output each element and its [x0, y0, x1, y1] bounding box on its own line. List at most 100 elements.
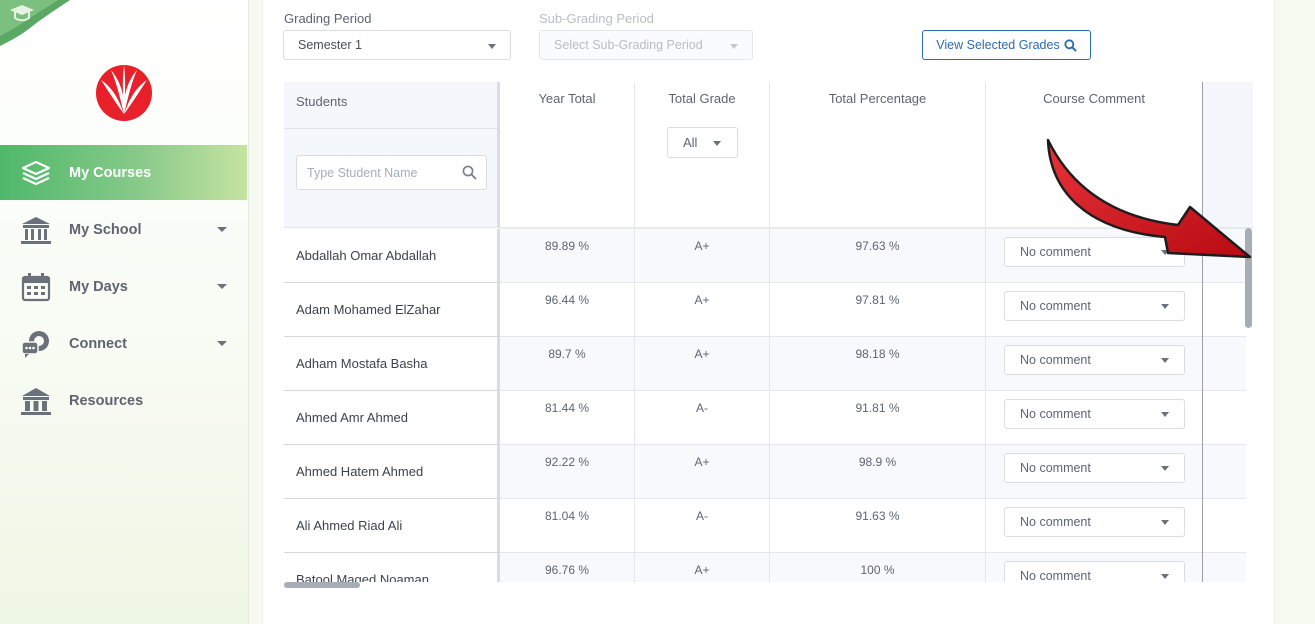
- sidebar-item-my-school[interactable]: My School: [0, 202, 247, 257]
- total-percentage-cell: 91.81 %: [770, 391, 986, 445]
- sub-grading-period-placeholder: Select Sub-Grading Period: [554, 38, 703, 52]
- divider: [284, 128, 497, 129]
- comment-value: No comment: [1020, 299, 1091, 313]
- header-filler: [1202, 82, 1253, 228]
- chevron-down-icon: [1161, 466, 1169, 471]
- vertical-scrollbar-thumb[interactable]: [1245, 228, 1252, 328]
- comment-value: No comment: [1020, 407, 1091, 421]
- table-row: Ahmed Amr Ahmed 81.44 % A- 91.81 % No co…: [284, 391, 1246, 445]
- chevron-down-icon: [1161, 304, 1169, 309]
- sidebar-nav: My Courses My School: [0, 145, 247, 430]
- student-name[interactable]: Abdallah Omar Abdallah: [284, 229, 500, 283]
- sub-grading-period-select[interactable]: Select Sub-Grading Period: [539, 30, 753, 60]
- course-comment-column-header: Course Comment: [1043, 91, 1145, 106]
- chevron-down-icon: [1161, 574, 1169, 579]
- total-grade-cell: A+: [635, 337, 770, 391]
- course-comment-select[interactable]: No comment: [1004, 561, 1185, 582]
- year-total-cell: 96.76 %: [500, 553, 635, 582]
- sidebar-item-resources[interactable]: Resources: [0, 373, 247, 428]
- view-selected-grades-label: View Selected Grades: [936, 38, 1060, 52]
- student-search-input[interactable]: [297, 156, 452, 189]
- student-name[interactable]: Ahmed Amr Ahmed: [284, 391, 500, 445]
- student-name[interactable]: Batool Maged Noaman: [284, 553, 500, 582]
- divider: [500, 227, 1253, 229]
- sidebar-item-my-days[interactable]: My Days: [0, 259, 247, 314]
- grades-table: Students Year Total Total Grade Total Pe…: [284, 82, 1253, 582]
- chevron-down-icon: [713, 141, 721, 146]
- year-total-cell: 96.44 %: [500, 283, 635, 337]
- course-comment-select[interactable]: No comment: [1004, 237, 1185, 267]
- course-comment-select[interactable]: No comment: [1004, 507, 1185, 537]
- year-total-cell: 89.89 %: [500, 229, 635, 283]
- year-total-cell: 81.44 %: [500, 391, 635, 445]
- comment-value: No comment: [1020, 245, 1091, 259]
- total-percentage-cell: 98.9 %: [770, 445, 986, 499]
- calendar-icon: [20, 271, 52, 303]
- chevron-down-icon: [488, 44, 496, 49]
- course-comment-select[interactable]: No comment: [1004, 345, 1185, 375]
- horizontal-scrollbar-thumb[interactable]: [284, 582, 360, 588]
- total-grade-cell: A-: [635, 499, 770, 553]
- total-percentage-cell: 97.63 %: [770, 229, 986, 283]
- course-comment-select[interactable]: No comment: [1004, 453, 1185, 483]
- chevron-down-icon: [217, 341, 227, 346]
- table-row: Ahmed Hatem Ahmed 92.22 % A+ 98.9 % No c…: [284, 445, 1246, 499]
- chat-bubbles-icon: [20, 328, 52, 360]
- student-name[interactable]: Adam Mohamed ElZahar: [284, 283, 500, 337]
- total-percentage-cell: 100 %: [770, 553, 986, 582]
- search-icon: [1064, 38, 1077, 52]
- total-grade-filter-select[interactable]: All: [667, 127, 738, 158]
- chevron-down-icon: [1161, 520, 1169, 525]
- student-name[interactable]: Ali Ahmed Riad Ali: [284, 499, 500, 553]
- course-comment-select[interactable]: No comment: [1004, 291, 1185, 321]
- library-building-icon: [20, 385, 52, 417]
- sidebar-item-label: My School: [69, 221, 142, 238]
- students-header-cell: Students: [284, 82, 500, 228]
- total-grade-cell: A+: [635, 229, 770, 283]
- view-selected-grades-button[interactable]: View Selected Grades: [922, 30, 1091, 60]
- chevron-down-icon: [1161, 358, 1169, 363]
- books-stack-icon: [20, 157, 52, 189]
- chevron-down-icon: [730, 44, 738, 49]
- chevron-down-icon: [1161, 250, 1169, 255]
- graduation-cap-ribbon-icon: [0, 0, 70, 46]
- total-percentage-column-header: Total Percentage: [770, 82, 986, 228]
- total-grade-cell: A+: [635, 283, 770, 337]
- grading-period-select[interactable]: Semester 1: [283, 30, 511, 60]
- year-total-cell: 92.22 %: [500, 445, 635, 499]
- school-building-icon: [20, 214, 52, 246]
- students-column-header: Students: [296, 94, 348, 109]
- course-comment-select[interactable]: No comment: [1004, 399, 1185, 429]
- sidebar-item-label: My Days: [69, 278, 128, 295]
- comment-value: No comment: [1020, 569, 1091, 582]
- comment-value: No comment: [1020, 515, 1091, 529]
- student-name[interactable]: Ahmed Hatem Ahmed: [284, 445, 500, 499]
- year-total-cell: 81.04 %: [500, 499, 635, 553]
- year-total-cell: 89.7 %: [500, 337, 635, 391]
- school-logo: [96, 65, 152, 121]
- sidebar-item-my-courses[interactable]: My Courses: [0, 145, 247, 200]
- sidebar-item-label: Connect: [69, 335, 127, 352]
- student-search-box: [296, 155, 487, 190]
- student-name[interactable]: Adham Mostafa Basha: [284, 337, 500, 391]
- total-grade-cell: A-: [635, 391, 770, 445]
- total-percentage-cell: 97.81 %: [770, 283, 986, 337]
- chevron-down-icon: [217, 284, 227, 289]
- sub-grading-period-label: Sub-Grading Period: [539, 11, 654, 26]
- table-row: Batool Maged Noaman 96.76 % A+ 100 % No …: [284, 553, 1246, 582]
- total-grade-column-header: Total Grade: [635, 82, 770, 228]
- chevron-down-icon: [1161, 412, 1169, 417]
- comment-value: No comment: [1020, 461, 1091, 475]
- table-row: Abdallah Omar Abdallah 89.89 % A+ 97.63 …: [284, 229, 1246, 283]
- sidebar-item-connect[interactable]: Connect: [0, 316, 247, 371]
- total-percentage-cell: 98.18 %: [770, 337, 986, 391]
- table-row: Adham Mostafa Basha 89.7 % A+ 98.18 % No…: [284, 337, 1246, 391]
- total-grade-cell: A+: [635, 553, 770, 582]
- grading-period-label: Grading Period: [284, 11, 372, 26]
- grading-period-value: Semester 1: [298, 38, 362, 52]
- search-icon[interactable]: [462, 165, 477, 180]
- comment-value: No comment: [1020, 353, 1091, 367]
- table-row: Adam Mohamed ElZahar 96.44 % A+ 97.81 % …: [284, 283, 1246, 337]
- total-percentage-cell: 91.63 %: [770, 499, 986, 553]
- annotation-arrow-icon: [1046, 138, 1252, 259]
